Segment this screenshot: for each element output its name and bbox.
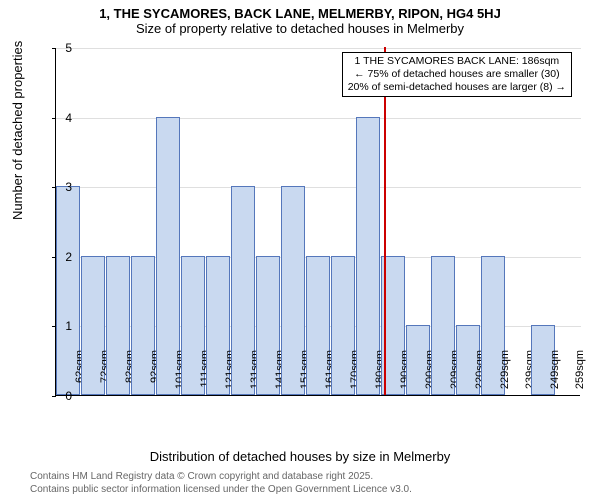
gridline	[56, 48, 581, 49]
annotation-box: 1 THE SYCAMORES BACK LANE: 186sqm← 75% o…	[342, 52, 572, 97]
x-tick-label: 229sqm	[499, 350, 511, 400]
footer: Contains HM Land Registry data © Crown c…	[30, 471, 412, 496]
chart-title: 1, THE SYCAMORES, BACK LANE, MELMERBY, R…	[0, 6, 600, 21]
x-axis-label: Distribution of detached houses by size …	[0, 449, 600, 464]
y-tick-label: 0	[65, 389, 72, 403]
gridline	[56, 118, 581, 119]
y-tick-label: 4	[65, 111, 72, 125]
chart-subtitle: Size of property relative to detached ho…	[0, 21, 600, 36]
chart-title-block: 1, THE SYCAMORES, BACK LANE, MELMERBY, R…	[0, 6, 600, 36]
y-tick-label: 3	[65, 180, 72, 194]
reference-line	[384, 47, 386, 395]
annot-line-2: ← 75% of detached houses are smaller (30…	[348, 68, 566, 81]
y-tick-label: 1	[65, 319, 72, 333]
footer-line-2: Contains public sector information licen…	[30, 484, 412, 497]
y-tick-label: 5	[65, 41, 72, 55]
annot-line-3: 20% of semi-detached houses are larger (…	[348, 81, 566, 94]
y-axis-label: Number of detached properties	[10, 41, 25, 220]
x-tick-label: 249sqm	[549, 350, 561, 400]
annot-line-1: 1 THE SYCAMORES BACK LANE: 186sqm	[348, 55, 566, 68]
x-tick-label: 259sqm	[574, 350, 586, 400]
y-tick-label: 2	[65, 250, 72, 264]
plot-area: 62sqm72sqm82sqm92sqm101sqm111sqm121sqm13…	[55, 48, 580, 396]
footer-line-1: Contains HM Land Registry data © Crown c…	[30, 471, 412, 484]
gridline	[56, 187, 581, 188]
